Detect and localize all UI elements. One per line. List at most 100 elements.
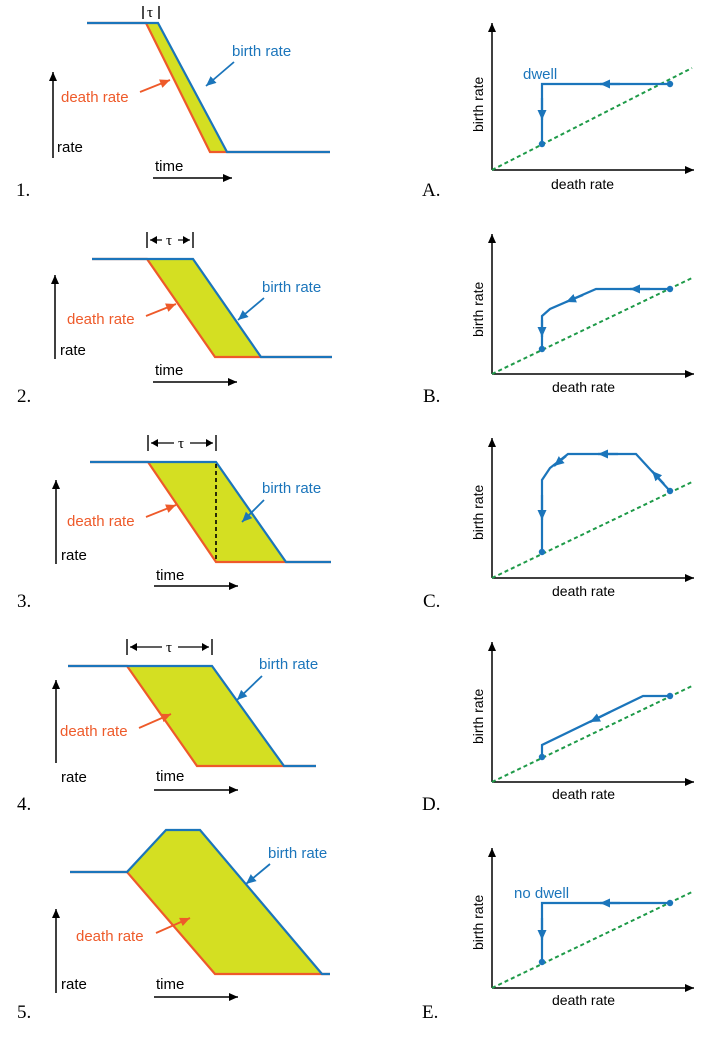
start-point (666, 899, 674, 907)
time-label: time (156, 567, 184, 584)
row-number: 4. (17, 794, 31, 815)
death-rate-pointer (138, 713, 172, 729)
lag-area (148, 462, 286, 562)
end-point (538, 548, 546, 556)
time-diagram-3: τ birth rate death rate rate time 3. (17, 435, 331, 612)
start-point (666, 285, 674, 293)
equality-diagonal (491, 481, 693, 579)
row-number: 5. (17, 1002, 31, 1023)
row-1: τ birth rate death rate rate time 1. bir… (16, 5, 694, 201)
tau-label: τ (166, 640, 172, 656)
birth-rate-curve (87, 21, 330, 154)
birth-rate-pointer (236, 675, 263, 701)
equality-diagonal (491, 891, 693, 989)
time-label: time (156, 768, 184, 785)
row-number: 2. (17, 386, 31, 407)
row-letter: A. (422, 180, 440, 201)
end-point (538, 345, 546, 353)
death-rate-pointer (139, 79, 171, 93)
x-axis-label: death rate (551, 176, 614, 192)
trajectory-arrow (553, 455, 567, 467)
equality-diagonal (491, 67, 693, 171)
end-point (538, 140, 546, 148)
lag-area (127, 830, 322, 974)
death-rate-label: death rate (60, 723, 128, 740)
row-5: birth rate death rate rate time 5. birth… (17, 828, 694, 1023)
row-number: 3. (17, 591, 31, 612)
tau-label: τ (147, 5, 153, 21)
x-axis-label: death rate (552, 583, 615, 599)
no-dwell-label: no dwell (514, 885, 569, 902)
tau-label: τ (178, 436, 184, 452)
time-label: time (156, 976, 184, 993)
rate-label: rate (57, 139, 83, 156)
equality-diagonal (491, 277, 693, 375)
time-diagram-1: τ birth rate death rate rate time 1. (16, 5, 330, 201)
lag-area (147, 259, 261, 357)
y-axis-label: birth rate (470, 282, 486, 337)
birth-rate-label: birth rate (262, 480, 321, 497)
phase-diagram-b: birth rate death rate B. (423, 234, 694, 407)
birth-rate-label: birth rate (268, 845, 327, 862)
birth-rate-label: birth rate (232, 43, 291, 60)
phase-diagram-e: birth rate death rate no dwell E. (422, 848, 694, 1023)
birth-rate-pointer (241, 499, 265, 523)
start-point (666, 487, 674, 495)
x-axis-label: death rate (552, 379, 615, 395)
birth-rate-pointer (237, 297, 265, 321)
row-4: τ birth rate death rate rate time 4. bir… (17, 639, 694, 815)
birth-rate-label: birth rate (262, 279, 321, 296)
rate-label: rate (61, 769, 87, 786)
row-number: 1. (16, 180, 30, 201)
birth-rate-pointer (205, 61, 235, 87)
phase-diagram-a: birth rate death rate dwell A. (422, 23, 694, 201)
death-rate-label: death rate (67, 311, 135, 328)
trajectory (540, 82, 670, 144)
time-label: time (155, 362, 183, 379)
death-rate-pointer (155, 917, 191, 934)
start-point (666, 80, 674, 88)
rate-label: rate (61, 547, 87, 564)
birth-rate-curve (70, 828, 330, 976)
row-3: τ birth rate death rate rate time 3. bir… (17, 435, 694, 612)
tau-label: τ (166, 233, 172, 249)
x-axis-label: death rate (552, 786, 615, 802)
start-point (666, 692, 674, 700)
row-letter: C. (423, 591, 440, 612)
y-axis-label: birth rate (470, 895, 486, 950)
row-letter: B. (423, 386, 440, 407)
trajectory (540, 452, 671, 552)
trajectory-arrow (565, 293, 584, 304)
death-rate-pointer (145, 504, 177, 518)
time-diagram-2: τ birth rate death rate rate time 2. (17, 232, 332, 407)
row-2: τ birth rate death rate rate time 2. bir… (17, 232, 694, 407)
row-letter: E. (422, 1002, 438, 1023)
time-diagram-4: τ birth rate death rate rate time 4. (17, 639, 318, 815)
rate-label: rate (61, 976, 87, 993)
death-rate-label: death rate (76, 928, 144, 945)
x-axis-label: death rate (552, 992, 615, 1008)
trajectory-arrow (651, 470, 665, 485)
birth-rate-curve (92, 257, 332, 359)
y-axis-label: birth rate (470, 689, 486, 744)
dwell-label: dwell (523, 66, 557, 83)
time-diagram-5: birth rate death rate rate time 5. (17, 828, 330, 1023)
trajectory (540, 901, 670, 962)
equality-diagonal (491, 685, 693, 783)
birth-rate-label: birth rate (259, 656, 318, 673)
end-point (538, 958, 546, 966)
y-axis-label: birth rate (470, 77, 486, 132)
death-rate-label: death rate (67, 513, 135, 530)
row-letter: D. (422, 794, 440, 815)
lag-area (146, 23, 227, 152)
time-label: time (155, 158, 183, 175)
end-point (538, 753, 546, 761)
y-axis-label: birth rate (470, 485, 486, 540)
phase-diagram-c: birth rate death rate C. (423, 438, 694, 612)
death-rate-label: death rate (61, 89, 129, 106)
death-rate-pointer (145, 303, 177, 317)
rate-label: rate (60, 342, 86, 359)
phase-diagram-d: birth rate death rate D. (422, 642, 694, 815)
birth-rate-curve (68, 664, 316, 768)
